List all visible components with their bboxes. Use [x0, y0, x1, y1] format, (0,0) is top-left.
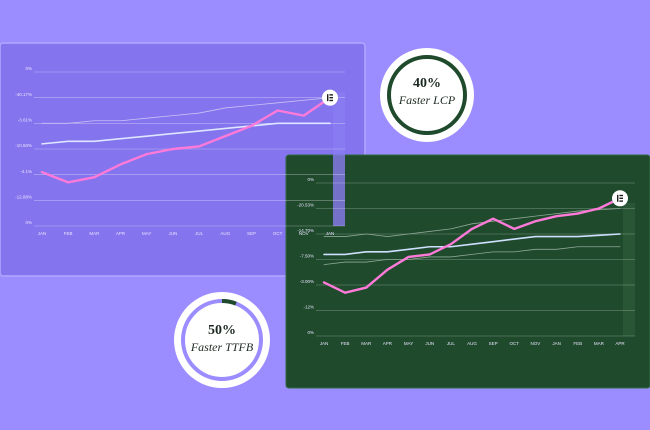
logo-mark — [617, 194, 619, 202]
badge-circle — [380, 48, 474, 142]
y-tick-label: -10.50% — [15, 143, 32, 148]
y-tick-label: -12.88% — [15, 195, 32, 200]
x-tick-label: AUG — [467, 341, 477, 346]
x-tick-label: APR — [615, 341, 625, 346]
chart-green: 0% -12% -3.00% -7.50% -14.70% -20.53% 0% JAN FEB… — [297, 177, 635, 346]
x-tick-label: MAY — [142, 231, 151, 236]
x-tick-label: OCT — [510, 341, 520, 346]
series-line — [323, 246, 621, 266]
badge-value: 50% — [208, 323, 236, 338]
x-tick-label: FEB — [341, 341, 350, 346]
series-line — [41, 97, 331, 124]
x-tick-label: NOV — [531, 341, 541, 346]
x-tick-label: AUG — [220, 231, 230, 236]
y-tick-label: -14.70% — [297, 228, 314, 233]
badge-ttfb: 50% Faster TTFB — [174, 292, 270, 388]
x-tick-label: JAN — [552, 341, 561, 346]
badge-label: Faster TTFB — [190, 340, 254, 354]
y-tick-label: -4.1% — [20, 169, 32, 174]
x-tick-label: MAY — [404, 341, 413, 346]
chart-purple: 0% -12.88% -4.1% -10.50% -3.61% -40.17% 0% JAN F… — [15, 66, 345, 236]
badge-circle — [174, 292, 270, 388]
y-tick-label: -7.50% — [300, 254, 314, 259]
x-tick-label: JUN — [425, 341, 434, 346]
logo-mark — [329, 99, 333, 102]
logo-mark — [619, 200, 623, 202]
x-tick-label: APR — [116, 231, 126, 236]
y-tick-label: 0% — [307, 177, 314, 182]
x-tick-label: JUN — [169, 231, 178, 236]
y-tick-label: 0% — [307, 330, 314, 335]
badge-label: Faster LCP — [398, 93, 456, 107]
x-tick-label: JAN — [326, 231, 335, 236]
x-tick-label: SEP — [489, 341, 498, 346]
y-tick-label: 0% — [25, 66, 32, 71]
x-tick-label: SEP — [247, 231, 256, 236]
series-line — [41, 122, 331, 145]
logo-mark — [329, 94, 333, 96]
badge-lcp: 40% Faster LCP — [380, 48, 474, 142]
series-line — [323, 233, 621, 256]
highlight-bar — [333, 92, 345, 226]
x-tick-label: NOV — [299, 231, 309, 236]
x-tick-label: JUL — [195, 231, 203, 236]
badge-ring — [387, 55, 467, 135]
series-line — [323, 208, 621, 237]
x-tick-label: OCT — [273, 231, 283, 236]
x-tick-label: MAR — [594, 341, 605, 346]
x-tick-label: MAR — [89, 231, 100, 236]
series-line — [322, 197, 622, 294]
logo-mark — [619, 194, 623, 197]
highlight-bar — [623, 203, 635, 336]
x-tick-label: MAR — [361, 341, 372, 346]
y-tick-label: -3.00% — [300, 279, 314, 284]
logo-mark — [619, 197, 623, 199]
x-tick-label: JAN — [38, 231, 47, 236]
y-tick-label: 0% — [25, 220, 32, 225]
logo-mark — [327, 94, 329, 102]
badge-ring-progress — [221, 299, 237, 306]
x-tick-label: JAN — [320, 341, 329, 346]
x-tick-label: JUL — [447, 341, 455, 346]
logo-mark — [329, 96, 333, 99]
x-tick-label: FEB — [573, 341, 582, 346]
y-tick-label: -3.61% — [18, 118, 32, 123]
x-tick-label: FEB — [64, 231, 73, 236]
badge-value: 40% — [413, 76, 441, 91]
series-line — [40, 96, 332, 184]
y-tick-label: -12% — [303, 305, 314, 310]
y-tick-label: -20.53% — [297, 203, 314, 208]
x-tick-label: APR — [383, 341, 393, 346]
y-tick-label: -40.17% — [15, 92, 32, 97]
